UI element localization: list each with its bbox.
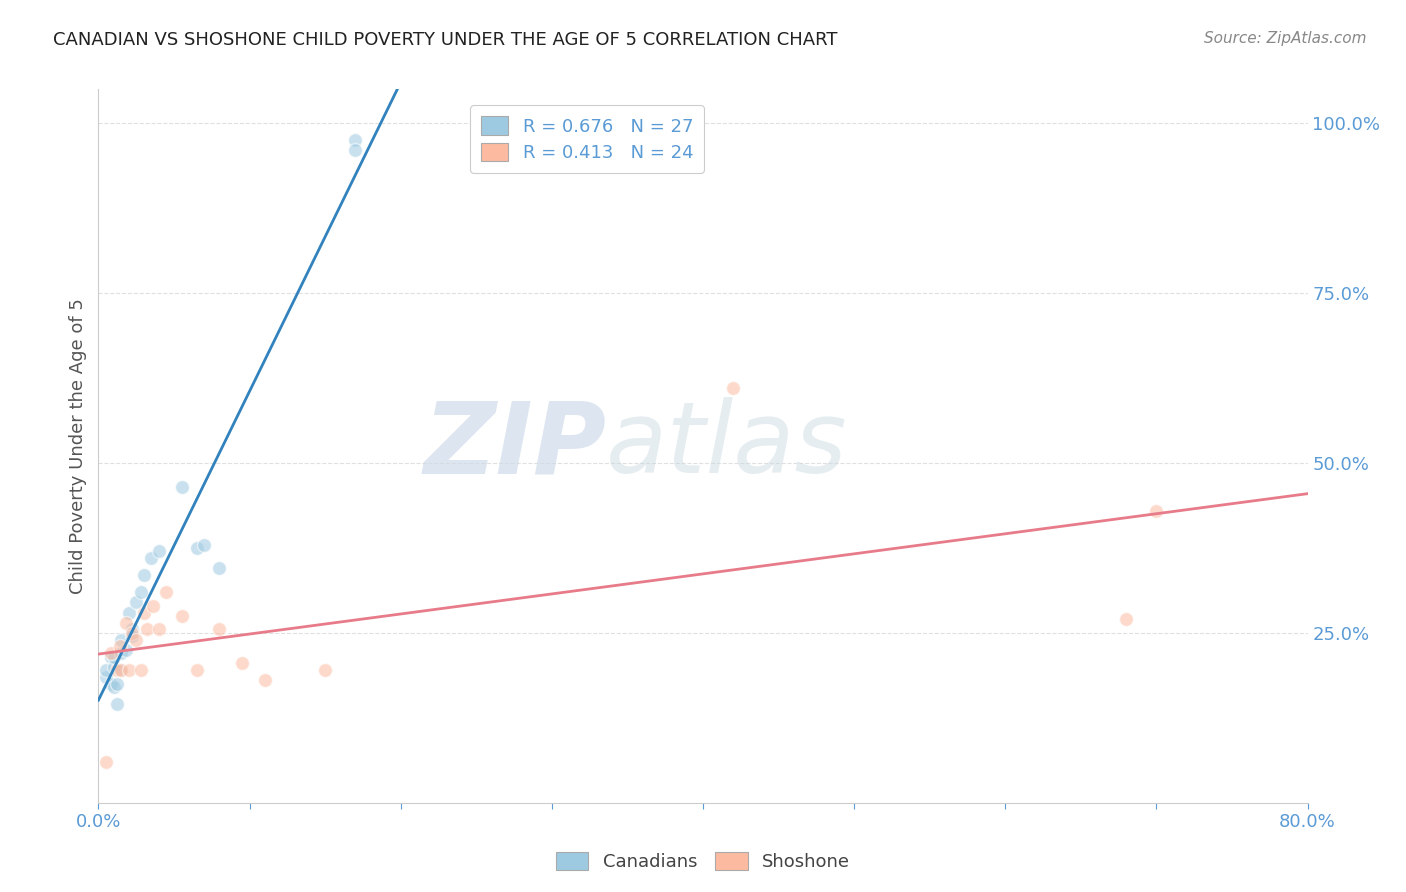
Point — [105, 677, 128, 691]
Point — [94, 663, 117, 677]
Point — [1115, 612, 1137, 626]
Point — [108, 663, 131, 677]
Legend: R = 0.676   N = 27, R = 0.413   N = 24: R = 0.676 N = 27, R = 0.413 N = 24 — [470, 105, 704, 173]
Point — [103, 680, 125, 694]
Point — [155, 585, 177, 599]
Point — [110, 632, 132, 647]
Text: atlas: atlas — [606, 398, 848, 494]
Point — [105, 698, 128, 712]
Point — [118, 606, 141, 620]
Point — [114, 643, 136, 657]
Point — [125, 595, 148, 609]
Point — [141, 551, 163, 566]
Point — [186, 541, 208, 555]
Point — [135, 623, 157, 637]
Point — [231, 657, 253, 671]
Point — [208, 561, 231, 575]
Point — [110, 663, 132, 677]
Point — [94, 670, 117, 684]
Point — [121, 629, 143, 643]
Point — [100, 677, 122, 691]
Point — [723, 381, 745, 395]
Point — [121, 623, 143, 637]
Legend: Canadians, Shoshone: Canadians, Shoshone — [548, 845, 858, 879]
Text: CANADIAN VS SHOSHONE CHILD POVERTY UNDER THE AGE OF 5 CORRELATION CHART: CANADIAN VS SHOSHONE CHILD POVERTY UNDER… — [53, 31, 838, 49]
Point — [100, 646, 122, 660]
Point — [142, 599, 165, 613]
Point — [193, 537, 215, 551]
Point — [253, 673, 276, 688]
Y-axis label: Child Poverty Under the Age of 5: Child Poverty Under the Age of 5 — [69, 298, 87, 594]
Point — [170, 480, 193, 494]
Point — [100, 649, 122, 664]
Point — [125, 632, 148, 647]
Point — [118, 663, 141, 677]
Point — [129, 585, 152, 599]
Point — [344, 133, 367, 147]
Point — [1144, 503, 1167, 517]
Point — [132, 606, 155, 620]
Point — [114, 615, 136, 630]
Point — [186, 663, 208, 677]
Text: ZIP: ZIP — [423, 398, 606, 494]
Point — [170, 608, 193, 623]
Point — [94, 755, 117, 769]
Point — [110, 646, 132, 660]
Text: Source: ZipAtlas.com: Source: ZipAtlas.com — [1204, 31, 1367, 46]
Point — [129, 663, 152, 677]
Point — [344, 144, 367, 158]
Point — [148, 544, 170, 558]
Point — [132, 568, 155, 582]
Point — [121, 626, 143, 640]
Point — [105, 663, 128, 677]
Point — [103, 649, 125, 664]
Point — [108, 640, 131, 654]
Point — [208, 623, 231, 637]
Point — [148, 623, 170, 637]
Point — [103, 660, 125, 674]
Point — [314, 663, 336, 677]
